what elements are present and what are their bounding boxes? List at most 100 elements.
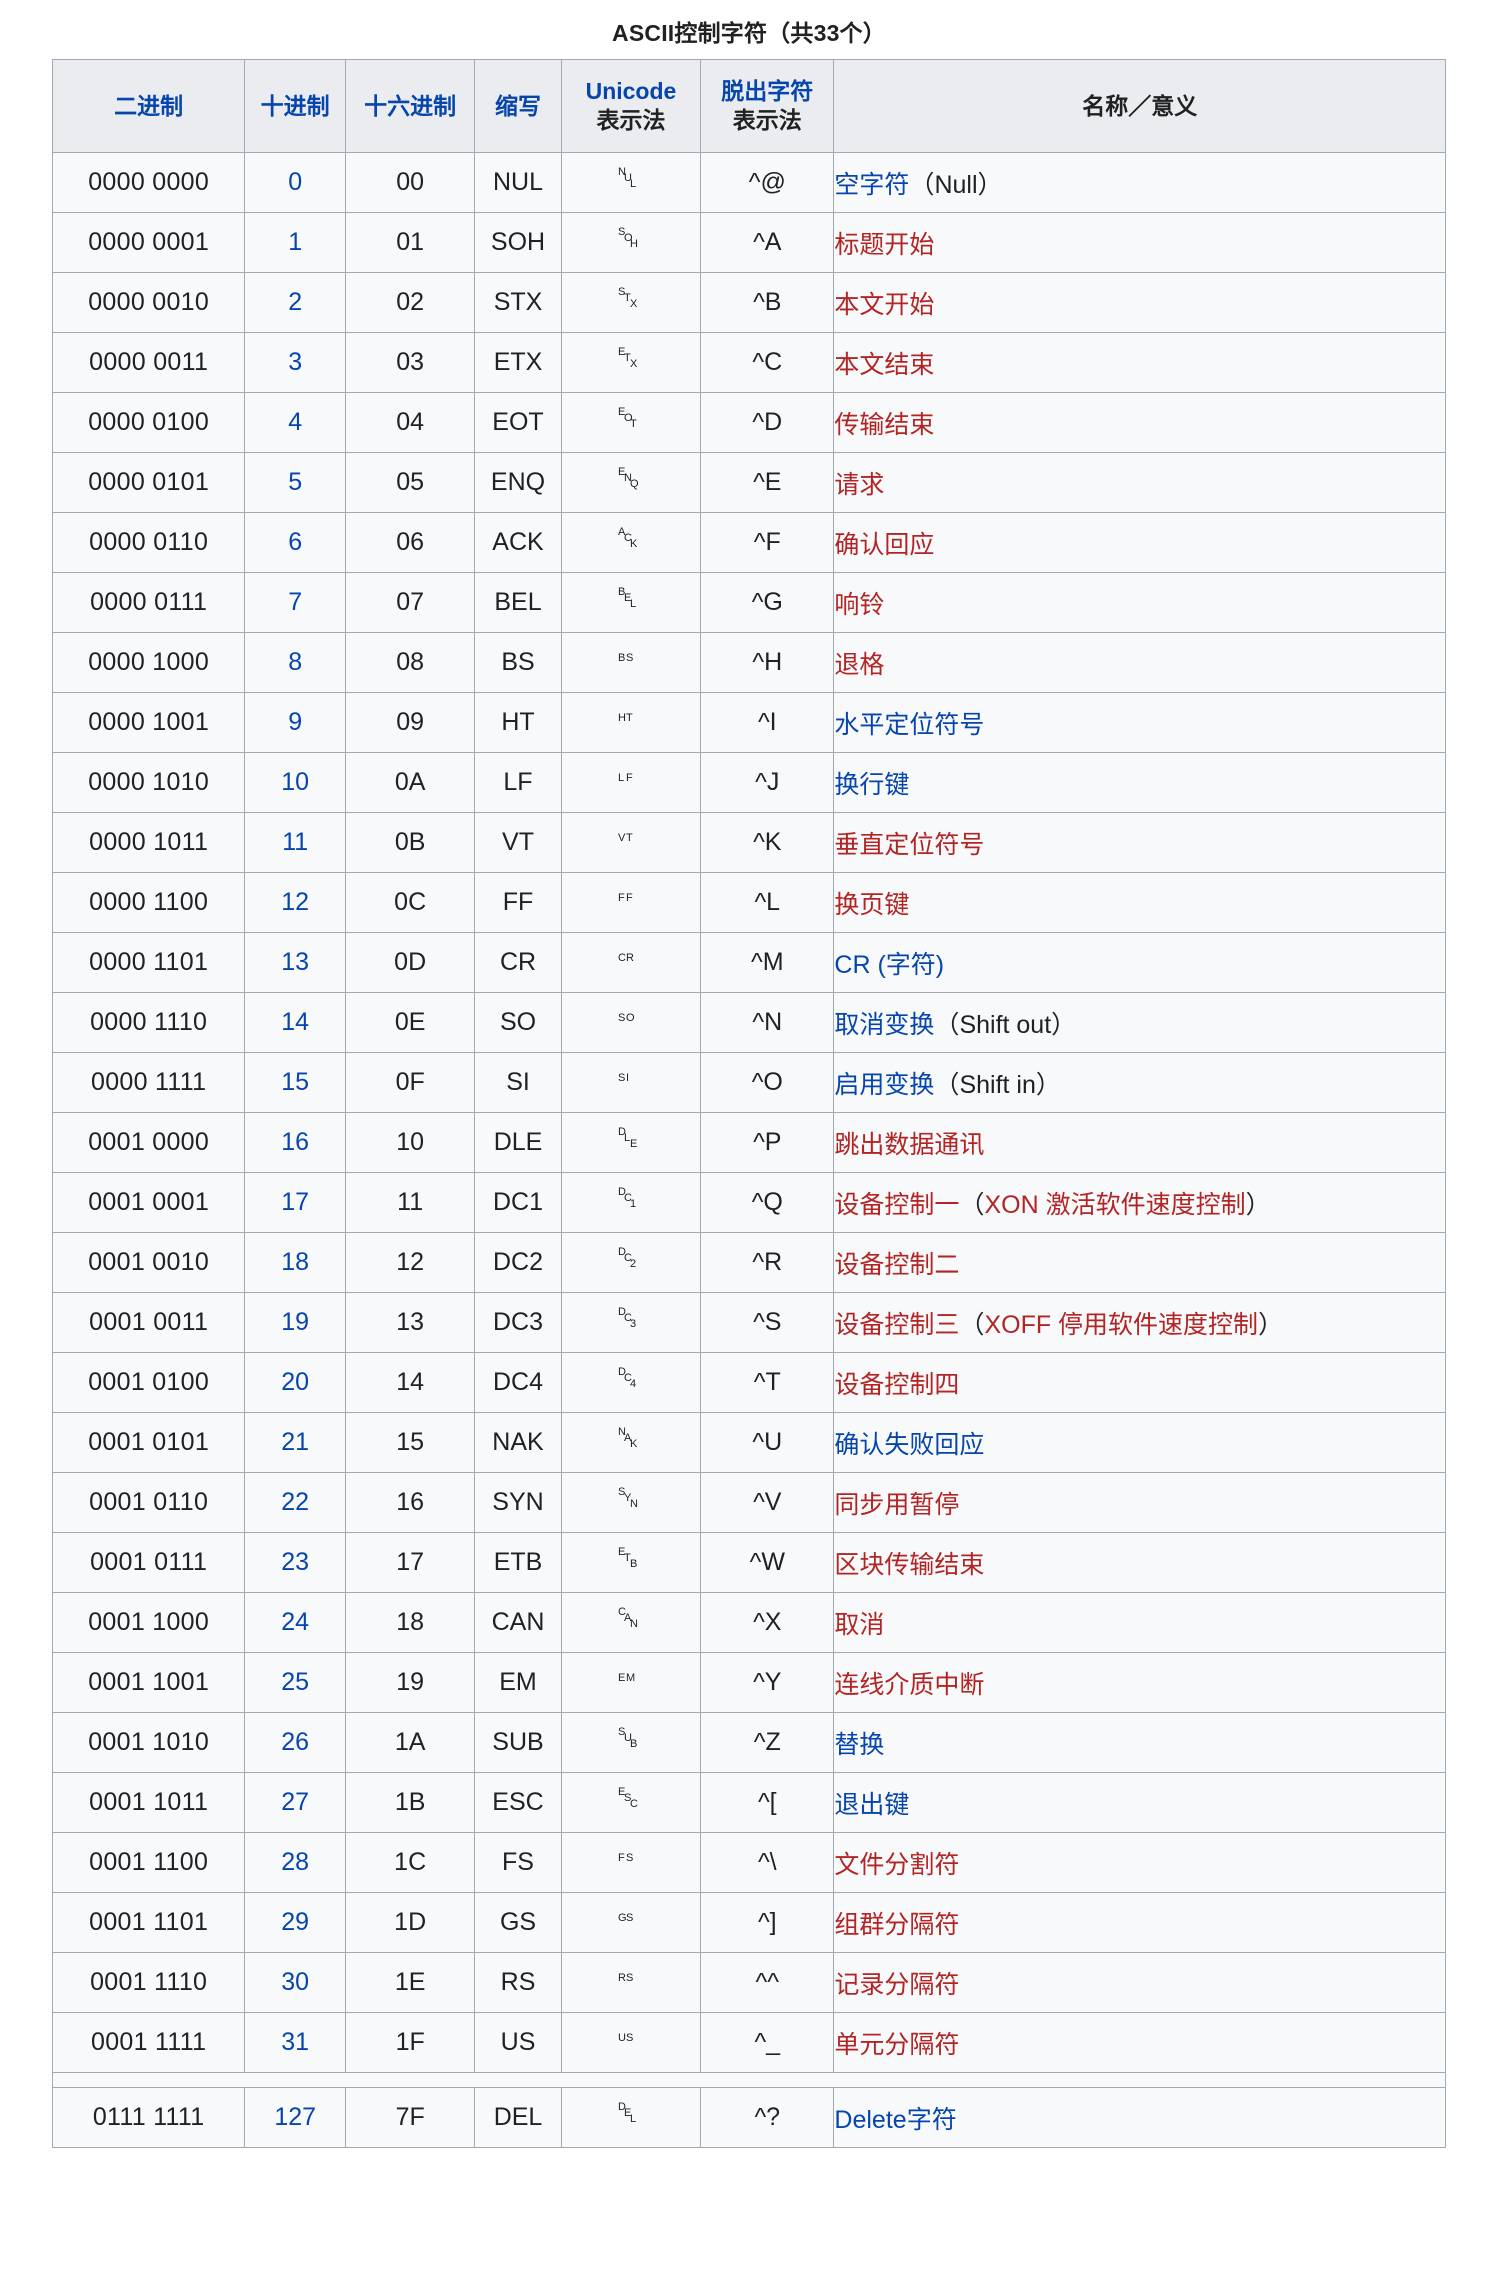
cell-decimal[interactable]: 23: [244, 1532, 347, 1593]
name-link[interactable]: 确认失败回应: [834, 1430, 985, 1459]
cell-escape-notation: ^^: [700, 1952, 835, 2013]
name-link[interactable]: 本文结束: [834, 350, 935, 379]
cell-abbreviation: SI: [474, 1052, 562, 1113]
cell-abbreviation: STX: [474, 272, 562, 333]
name-link[interactable]: 设备控制二: [834, 1250, 960, 1279]
cell-decimal[interactable]: 31: [244, 2012, 347, 2073]
cell-decimal[interactable]: 25: [244, 1652, 347, 1713]
cell-decimal[interactable]: 28: [244, 1832, 347, 1893]
name-link[interactable]: 组群分隔符: [834, 1910, 960, 1939]
name-link[interactable]: XON 激活软件速度控制: [984, 1190, 1246, 1219]
cell-decimal[interactable]: 22: [244, 1472, 347, 1533]
cell-decimal[interactable]: 21: [244, 1412, 347, 1473]
name-link[interactable]: 退出键: [834, 1790, 910, 1819]
cell-decimal[interactable]: 19: [244, 1292, 347, 1353]
cell-decimal[interactable]: 16: [244, 1112, 347, 1173]
cell-decimal[interactable]: 20: [244, 1352, 347, 1413]
cell-name-meaning: 响铃: [833, 572, 1446, 633]
cell-decimal[interactable]: 2: [244, 272, 347, 333]
cell-decimal[interactable]: 29: [244, 1892, 347, 1953]
cell-abbreviation: SUB: [474, 1712, 562, 1773]
name-link[interactable]: 水平定位符号: [834, 710, 985, 739]
name-link[interactable]: 传输结束: [834, 410, 935, 439]
table-header-row: 二进制 十进制 十六进制 缩写 Unicode 表示法 脱出字符 表示法: [51, 59, 1446, 153]
cell-decimal[interactable]: 127: [244, 2087, 347, 2148]
cell-decimal[interactable]: 7: [244, 572, 347, 633]
name-link[interactable]: CR (字符): [834, 950, 945, 979]
cell-decimal[interactable]: 13: [244, 932, 347, 993]
name-link[interactable]: 退格: [834, 650, 885, 679]
name-link[interactable]: 单元分隔符: [834, 2030, 960, 2059]
name-link[interactable]: 换页键: [834, 890, 910, 919]
name-link[interactable]: 启用变换: [834, 1070, 935, 1099]
name-text: （Null）: [909, 170, 1003, 199]
name-link[interactable]: Delete字符: [834, 2105, 957, 2134]
cell-decimal[interactable]: 30: [244, 1952, 347, 2013]
cell-decimal[interactable]: 15: [244, 1052, 347, 1113]
name-link[interactable]: 替换: [834, 1730, 885, 1759]
cell-binary: 0001 1010: [51, 1712, 246, 1773]
name-link[interactable]: 同步用暂停: [834, 1490, 960, 1519]
cell-name-meaning: 取消变换（Shift out）: [833, 992, 1446, 1053]
cell-hex: 14: [345, 1352, 476, 1413]
cell-name-meaning: 换页键: [833, 872, 1446, 933]
name-link[interactable]: 区块传输结束: [834, 1550, 985, 1579]
name-link[interactable]: 连线介质中断: [834, 1670, 985, 1699]
name-link[interactable]: 确认回应: [834, 530, 935, 559]
cell-escape-notation: ^L: [700, 872, 835, 933]
cell-decimal[interactable]: 14: [244, 992, 347, 1053]
name-link[interactable]: 响铃: [834, 590, 885, 619]
name-link[interactable]: 换行键: [834, 770, 910, 799]
cell-name-meaning: Delete字符: [833, 2087, 1446, 2148]
cell-decimal[interactable]: 11: [244, 812, 347, 873]
name-link[interactable]: 记录分隔符: [834, 1970, 960, 1999]
cell-decimal[interactable]: 27: [244, 1772, 347, 1833]
cell-decimal[interactable]: 1: [244, 212, 347, 273]
name-link[interactable]: XOFF 停用软件速度控制: [984, 1310, 1259, 1339]
cell-binary: 0000 0000: [51, 152, 246, 213]
cell-decimal[interactable]: 8: [244, 632, 347, 693]
cell-hex: 07: [345, 572, 476, 633]
cell-abbreviation: DEL: [474, 2087, 562, 2148]
cell-hex: 09: [345, 692, 476, 753]
name-link[interactable]: 取消变换: [834, 1010, 935, 1039]
cell-decimal[interactable]: 9: [244, 692, 347, 753]
name-link[interactable]: 取消: [834, 1610, 885, 1639]
name-link[interactable]: 请求: [834, 470, 885, 499]
cell-hex: 02: [345, 272, 476, 333]
cell-decimal[interactable]: 18: [244, 1232, 347, 1293]
cell-name-meaning: 设备控制四: [833, 1352, 1446, 1413]
name-link[interactable]: 设备控制一: [834, 1190, 960, 1219]
name-text: ）: [1258, 1310, 1284, 1339]
name-link[interactable]: 设备控制三: [834, 1310, 960, 1339]
cell-name-meaning: 设备控制一（XON 激活软件速度控制）: [833, 1172, 1446, 1233]
name-link[interactable]: 空字符: [834, 170, 910, 199]
cell-abbreviation: ACK: [474, 512, 562, 573]
name-link[interactable]: 设备控制四: [834, 1370, 960, 1399]
name-link[interactable]: 垂直定位符号: [834, 830, 985, 859]
cell-decimal[interactable]: 0: [244, 152, 347, 213]
cell-decimal[interactable]: 24: [244, 1592, 347, 1653]
cell-decimal[interactable]: 4: [244, 392, 347, 453]
cell-decimal[interactable]: 12: [244, 872, 347, 933]
cell-decimal[interactable]: 26: [244, 1712, 347, 1773]
cell-abbreviation: FS: [474, 1832, 562, 1893]
name-link[interactable]: 标题开始: [834, 230, 935, 259]
cell-decimal[interactable]: 6: [244, 512, 347, 573]
name-link[interactable]: 文件分割符: [834, 1850, 960, 1879]
cell-name-meaning: 标题开始: [833, 212, 1446, 273]
cell-hex: 1C: [345, 1832, 476, 1893]
cell-decimal[interactable]: 3: [244, 332, 347, 393]
cell-escape-notation: ^O: [700, 1052, 835, 1113]
cell-decimal[interactable]: 5: [244, 452, 347, 513]
cell-decimal[interactable]: 10: [244, 752, 347, 813]
name-link[interactable]: 本文开始: [834, 290, 935, 319]
cell-decimal[interactable]: 17: [244, 1172, 347, 1233]
cell-hex: 0B: [345, 812, 476, 873]
name-link[interactable]: 跳出数据通讯: [834, 1130, 985, 1159]
